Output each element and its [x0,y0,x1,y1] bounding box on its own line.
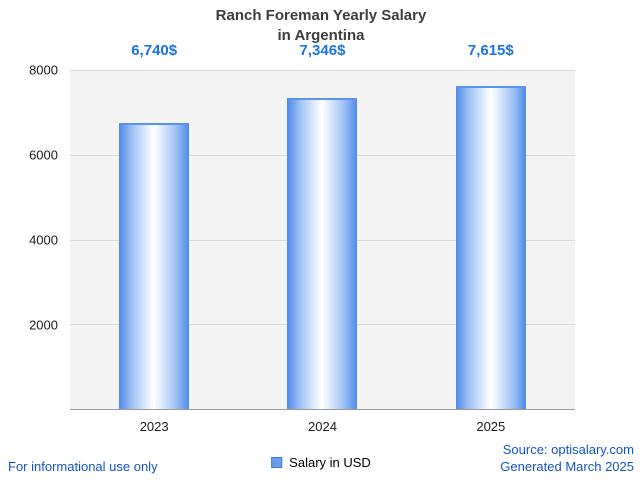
disclaimer-text: For informational use only [8,459,158,474]
y-tick-label-2000: 2000 [29,317,58,333]
bar-2023 [119,123,190,409]
legend-label: Salary in USD [289,455,371,470]
y-tick-label-6000: 6000 [29,147,58,163]
legend-marker-icon [271,457,283,468]
x-axis-labels: 2023 2024 2025 [70,410,575,434]
bar-slot-2024: 7,346$ [287,42,358,409]
source-attribution: Source: optisalary.com Generated March 2… [500,441,634,476]
chart-title-line1: Ranch Foreman Yearly Salary [215,7,427,24]
chart-title-line2: in Argentina [277,26,365,44]
bar-slot-2023: 6,740$ [119,42,190,409]
x-tick-label-2023: 2023 [139,419,169,434]
bar-2025 [455,86,526,409]
y-tick-label-8000: 8000 [29,62,58,78]
plot-area: 6,740$ 7,346$ 7,615$ [70,42,575,410]
plot-wrap: 8000 6000 4000 2000 6,740$ 7,346$ 7,615$ [29,42,575,434]
bar-value-label-2024: 7,346$ [299,42,346,59]
bar-value-label-2025: 7,615$ [467,42,514,59]
bar-slot-2025: 7,615$ [455,42,526,409]
bars-group: 6,740$ 7,346$ 7,615$ [70,42,575,409]
bar-value-label-2023: 6,740$ [131,42,178,59]
source-line: Source: optisalary.com [502,441,634,457]
x-tick-label-2025: 2025 [476,419,506,434]
generated-line: Generated March 2025 [500,459,634,475]
bar-2024 [287,97,358,409]
chart-title: Ranch Foreman Yearly Salary in Argentina [0,6,642,45]
y-tick-label-4000: 4000 [29,232,58,248]
x-tick-label-2024: 2024 [308,419,337,434]
gridline [70,70,575,71]
legend: Salary in USD [271,455,371,470]
